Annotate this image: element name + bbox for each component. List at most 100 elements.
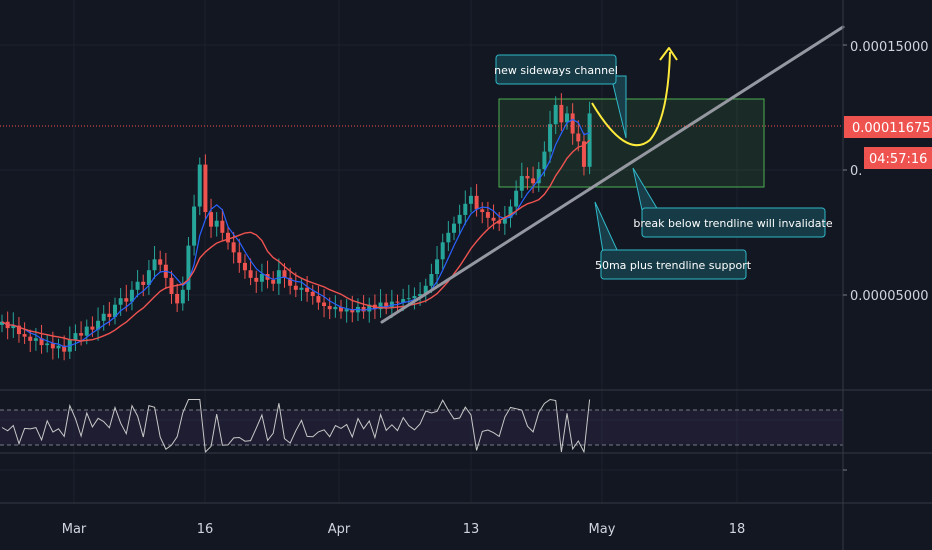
candle-body (350, 309, 355, 313)
candle-body (84, 326, 89, 336)
candle-body (101, 313, 106, 321)
candle-body (463, 203, 468, 215)
candle-body (152, 259, 157, 271)
candle-body (226, 232, 230, 243)
projection-arrow (659, 47, 678, 61)
candle-body (282, 270, 287, 278)
candle-body (0, 321, 4, 325)
candle-body (542, 151, 547, 170)
candle-body (73, 333, 78, 340)
candle-body (457, 214, 462, 224)
candles (0, 93, 592, 361)
candle-body (429, 274, 434, 286)
candle-body (344, 309, 349, 312)
candle-body (531, 178, 536, 184)
rsi-line (1, 398, 591, 454)
candle-body (146, 270, 151, 285)
candle-body (468, 195, 473, 204)
candle-body (22, 334, 27, 337)
candle-body (395, 301, 400, 303)
candle-body (259, 274, 264, 282)
candle-body (480, 209, 485, 213)
candle-body (293, 285, 298, 290)
candle-body (141, 281, 146, 285)
candle-body (276, 270, 281, 284)
ma-fast-line (1, 118, 590, 348)
candle-body (288, 277, 293, 286)
candle-body (16, 325, 21, 335)
candle-body (502, 217, 507, 224)
candle-body (214, 220, 219, 227)
countdown-label: 04:57:16 (869, 152, 927, 167)
y-tick-label: 0.00015000 (850, 40, 929, 55)
candle-body (378, 302, 383, 310)
candle-body (514, 190, 519, 207)
candle-body (485, 212, 490, 218)
candle-body (435, 259, 440, 275)
last-price-label: 0.00011675 (852, 121, 931, 136)
candle-body (446, 232, 451, 243)
candle-body (158, 259, 163, 265)
y-tick-label: 0.00005000 (850, 289, 929, 304)
candle-body (497, 220, 502, 224)
callout-text: 50ma plus trendline support (595, 259, 752, 272)
y-tick-partial: 0. (850, 164, 862, 179)
candle-body (237, 252, 242, 263)
callout-50ma-support[interactable]: 50ma plus trendline support (594, 201, 752, 280)
candle-body (180, 289, 185, 304)
candle-body (406, 298, 411, 300)
candle-body (135, 281, 140, 290)
candle-body (90, 326, 95, 330)
x-tick-label: 18 (729, 522, 746, 537)
candle-body (565, 113, 569, 123)
candle-body (242, 262, 247, 271)
candle-body (220, 220, 225, 233)
candle-body (39, 338, 44, 346)
callout-text: break below trendline will invalidate (633, 217, 832, 230)
last-price-tag (844, 116, 932, 138)
callout-break-below-trendline[interactable]: break below trendline will invalidate (632, 167, 833, 238)
candle-body (367, 304, 372, 312)
candle-body (548, 124, 553, 152)
candle-body (271, 279, 276, 284)
candle-body (491, 217, 496, 221)
candle-body (587, 113, 592, 167)
candle-body (418, 293, 423, 297)
ma-slow-line (1, 139, 591, 342)
grid (0, 0, 843, 503)
candle-body (401, 299, 406, 303)
candle-body (107, 313, 112, 318)
candle-body (45, 343, 50, 346)
candle-body (333, 306, 338, 310)
x-tick-label: 16 (197, 522, 214, 537)
candle-body (209, 212, 214, 227)
projection-curve (591, 51, 671, 147)
candle-body (384, 302, 389, 307)
candle-body (570, 113, 575, 134)
candle-body (327, 306, 332, 310)
candle-body (56, 345, 61, 349)
x-tick-label: May (589, 522, 616, 537)
rsi-band-fill (0, 410, 843, 445)
candle-body (124, 298, 129, 302)
callout-new-sideways-channel[interactable]: new sideways channel (494, 54, 627, 139)
candle-body (203, 164, 208, 213)
rsi-panel (0, 398, 843, 454)
candle-body (508, 206, 513, 218)
candle-body (129, 289, 134, 302)
countdown-tag (864, 147, 932, 169)
candle-body (248, 270, 253, 278)
candle-body (175, 293, 180, 304)
candle-body (192, 206, 197, 246)
candle-body (581, 141, 586, 167)
candle-body (474, 195, 479, 210)
candle-body (186, 245, 191, 290)
moving-averages (1, 118, 591, 348)
candle-body (96, 320, 101, 330)
candle-body (305, 287, 310, 292)
candle-body (50, 343, 55, 349)
candle-body (423, 285, 428, 294)
